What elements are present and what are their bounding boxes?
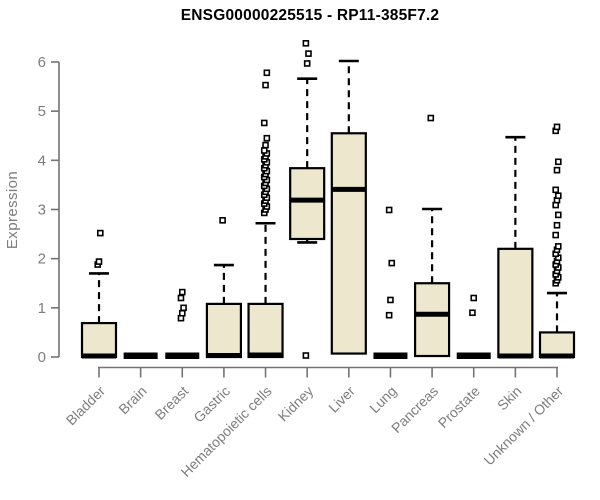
outlier-point <box>552 231 559 239</box>
outlier-point <box>553 221 561 229</box>
outlier-point <box>178 309 186 317</box>
collapsed-box-prostate <box>456 352 491 359</box>
x-label-skin: Skin <box>494 383 525 414</box>
box-liver <box>330 59 367 355</box>
outlier-point <box>260 119 268 127</box>
box-brain <box>123 352 158 359</box>
outlier-point <box>470 294 478 302</box>
outlier-point <box>180 304 187 312</box>
outlier-point <box>263 134 271 142</box>
outlier-point <box>427 114 435 122</box>
y-tick-label: 1 <box>38 300 46 317</box>
iqr-box <box>538 331 576 359</box>
iqr-box <box>205 302 243 359</box>
x-label-prostate: Prostate <box>435 383 483 431</box>
outlier-point <box>97 229 104 237</box>
collapsed-box-brain <box>123 352 158 359</box>
outlier-point <box>177 294 185 302</box>
outlier-point <box>305 50 312 57</box>
outlier-point <box>302 39 310 47</box>
y-tick-label: 0 <box>38 349 46 366</box>
outlier-point <box>302 352 310 359</box>
outlier-point <box>263 69 271 77</box>
x-label-brain: Brain <box>115 383 149 417</box>
iqr-box <box>247 302 284 359</box>
x-label-kidney: Kidney <box>275 383 317 425</box>
iqr-box <box>413 282 451 358</box>
y-tick-label: 5 <box>38 103 46 120</box>
box-skin <box>497 135 534 359</box>
y-tick-label: 3 <box>38 201 46 218</box>
iqr-box <box>80 321 118 359</box>
outlier-point <box>385 311 393 319</box>
outlier-point <box>554 243 562 250</box>
box-lung <box>373 206 408 359</box>
y-tick-label: 4 <box>38 152 46 169</box>
outlier-point <box>178 288 186 296</box>
outlier-point <box>260 147 268 154</box>
iqr-box <box>497 247 534 359</box>
box-prostate <box>456 294 491 359</box>
outlier-point <box>554 192 562 200</box>
box-bladder <box>80 229 118 359</box>
outlier-point <box>303 60 311 67</box>
outlier-point <box>262 81 269 89</box>
iqr-box <box>330 132 367 355</box>
outlier-point <box>554 158 562 166</box>
x-label-lung: Lung <box>366 383 399 416</box>
outlier-point <box>387 296 394 304</box>
outlier-point <box>553 166 561 174</box>
outlier-point <box>219 217 226 224</box>
box-hematopoietic-cells <box>247 69 284 359</box>
iqr-box <box>289 167 326 241</box>
outlier-point <box>469 309 476 317</box>
box-unknown-other <box>538 123 576 359</box>
outlier-point <box>554 211 562 219</box>
x-label-unknown-other: Unknown / Other <box>481 383 567 469</box>
y-tick-label: 6 <box>38 54 46 71</box>
y-axis-label: Expression <box>4 171 21 249</box>
outlier-point <box>388 259 396 267</box>
outlier-point <box>385 206 393 214</box>
outlier-point <box>553 123 561 131</box>
chart-title: ENSG00000225515 - RP11-385F7.2 <box>181 7 439 24</box>
x-label-bladder: Bladder <box>63 383 109 429</box>
outlier-point <box>95 258 103 265</box>
outlier-point <box>262 141 269 149</box>
x-label-breast: Breast <box>151 383 191 423</box>
box-breast <box>165 288 200 359</box>
y-tick-label: 2 <box>38 251 46 268</box>
outlier-point <box>552 186 559 194</box>
x-label-liver: Liver <box>325 383 358 416</box>
collapsed-box-breast <box>165 352 200 359</box>
box-series <box>80 39 576 359</box>
collapsed-box-lung <box>373 352 408 359</box>
box-gastric <box>205 217 243 359</box>
box-kidney <box>289 39 326 359</box>
box-pancreas <box>413 114 451 358</box>
